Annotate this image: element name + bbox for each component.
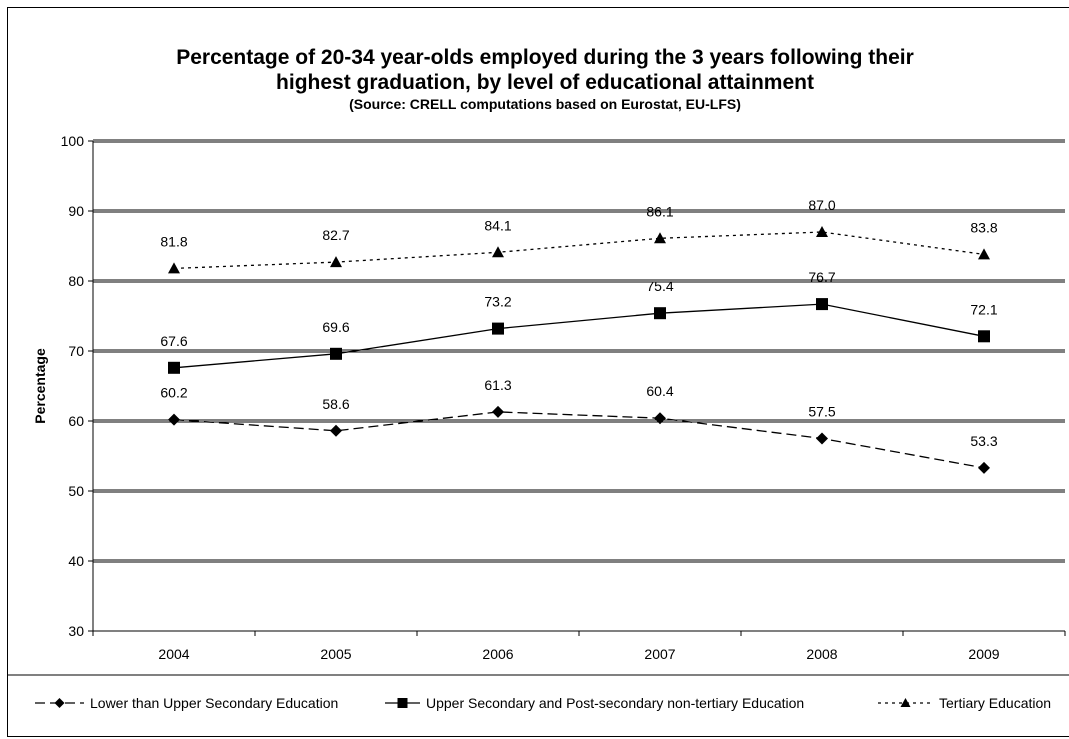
- y-tick-label: 70: [68, 343, 84, 359]
- y-tick-label: 60: [68, 413, 84, 429]
- legend: Lower than Upper Secondary Education Uppe…: [7, 674, 1069, 711]
- marker-diamond: [654, 412, 666, 425]
- marker-triangle: [654, 232, 666, 244]
- data-label: 57.5: [808, 404, 835, 420]
- series-layer: 60.2 58.6 61.3 60.4 57.5 53.3 67.6 69.6 73.2 75.4…: [160, 197, 998, 474]
- chart-frame: [7, 7, 1069, 737]
- data-label: 53.3: [970, 433, 997, 449]
- legend-item: Upper Secondary and Post-secondary non-t…: [385, 695, 804, 711]
- data-label: 86.1: [646, 203, 673, 219]
- marker-square: [330, 347, 342, 360]
- data-label: 82.7: [322, 227, 349, 243]
- data-label: 76.7: [808, 269, 835, 285]
- marker-triangle: [816, 226, 828, 237]
- legend-label: Upper Secondary and Post-secondary non-t…: [426, 695, 804, 711]
- grid-layer: [93, 139, 1065, 563]
- chart-subtitle: (Source: CRELL computations based on Eur…: [349, 96, 741, 112]
- marker-diamond: [168, 413, 180, 426]
- data-label: 73.2: [484, 294, 511, 310]
- marker-diamond: [330, 424, 342, 437]
- data-label: 72.1: [970, 301, 997, 317]
- marker-square: [654, 307, 666, 320]
- series-diamond: 60.2 58.6 61.3 60.4 57.5 53.3: [160, 377, 998, 474]
- marker-diamond: [492, 405, 504, 418]
- y-tick-label: 50: [68, 483, 84, 499]
- marker-diamond: [816, 432, 828, 445]
- legend-item: Tertiary Education: [878, 695, 1051, 711]
- marker-triangle: [978, 248, 990, 260]
- legend-item: Lower than Upper Secondary Education: [35, 695, 338, 711]
- y-tick-label: 90: [68, 203, 84, 219]
- x-tick-label: 2006: [482, 646, 513, 662]
- legend-label: Tertiary Education: [939, 695, 1051, 711]
- data-label: 87.0: [808, 197, 835, 213]
- y-tick-label: 40: [68, 553, 84, 569]
- marker-diamond: [54, 698, 65, 708]
- x-tick-label: 2007: [644, 646, 675, 662]
- x-tick-label: 2008: [806, 646, 837, 662]
- data-label: 69.6: [322, 319, 349, 335]
- data-label: 84.1: [484, 217, 511, 233]
- marker-triangle: [900, 698, 911, 707]
- data-label: 60.4: [646, 383, 673, 399]
- y-tick-label: 80: [68, 273, 84, 289]
- data-label: 83.8: [970, 219, 997, 235]
- marker-triangle: [330, 256, 342, 268]
- marker-square: [816, 298, 828, 311]
- marker-square: [168, 361, 180, 374]
- data-label: 60.2: [160, 385, 187, 401]
- series-triangle: 81.8 82.7 84.1 86.1 87.0 83.8: [160, 197, 998, 274]
- legend-label: Lower than Upper Secondary Education: [90, 695, 338, 711]
- series-line: [173, 231, 985, 270]
- series-square: 67.6 69.6 73.2 75.4 76.7 72.1: [160, 269, 998, 374]
- series-line: [173, 411, 985, 469]
- data-label: 81.8: [160, 233, 187, 249]
- y-tick-label: 100: [61, 133, 85, 149]
- y-axis-label: Percentage: [32, 348, 48, 424]
- marker-square: [978, 330, 990, 343]
- marker-square: [492, 322, 504, 335]
- marker-triangle: [492, 246, 504, 258]
- chart-title-line1: Percentage of 20-34 year-olds employed d…: [176, 46, 914, 69]
- marker-triangle: [168, 262, 180, 274]
- data-label: 67.6: [160, 333, 187, 349]
- x-tick-label: 2004: [158, 646, 189, 662]
- series-line: [173, 303, 985, 369]
- data-label: 58.6: [322, 396, 349, 412]
- x-tick-label: 2005: [320, 646, 351, 662]
- marker-diamond: [978, 461, 990, 474]
- chart-title-line2: highest graduation, by level of educatio…: [276, 71, 814, 94]
- y-tick-label: 30: [68, 623, 84, 639]
- data-label: 75.4: [646, 278, 673, 294]
- marker-square: [397, 698, 408, 708]
- x-tick-label: 2009: [968, 646, 999, 662]
- data-label: 61.3: [484, 377, 511, 393]
- axis-layer: 30 40 50 60 70 80 90 100 2004 2005 2006 2007 2008 200…: [32, 133, 1066, 662]
